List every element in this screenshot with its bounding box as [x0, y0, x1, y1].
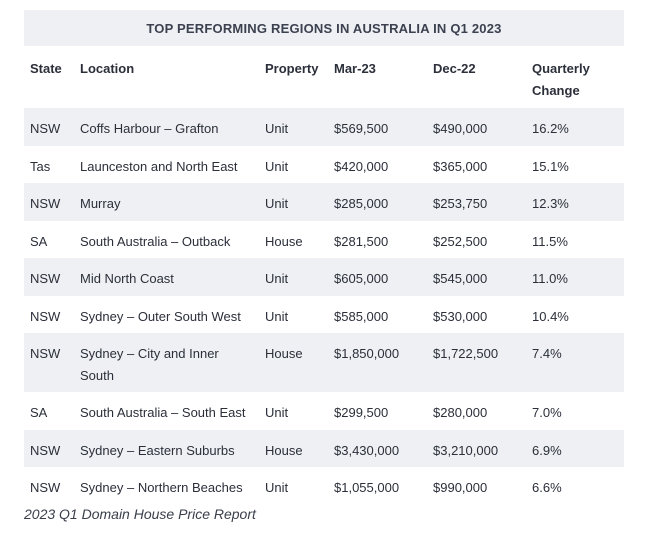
cell-property: House — [265, 233, 303, 249]
cell-change: 16.2% — [532, 121, 569, 136]
cell-property: Unit — [265, 158, 289, 174]
cell-state: SA — [30, 405, 48, 420]
cell-mar23: $285,000 — [334, 196, 389, 211]
cell-change: 6.9% — [532, 442, 562, 458]
cell-property: Unit — [265, 121, 289, 136]
cell-state: NSW — [30, 308, 61, 324]
cell-location: Mid North Coast — [80, 271, 174, 286]
cell-dec22: $990,000 — [433, 480, 488, 495]
header-location: Location — [80, 61, 135, 76]
cell-change: 7.0% — [532, 405, 562, 420]
cell-state: NSW — [30, 121, 61, 136]
header-dec22: Dec-22 — [433, 61, 476, 76]
cell-mar23: $299,500 — [334, 405, 389, 420]
cell-property: House — [265, 346, 303, 361]
cell-state: NSW — [30, 346, 61, 361]
cell-change: 7.4% — [532, 346, 562, 361]
cell-state: SA — [30, 233, 48, 249]
header-row: State Location Property Mar-23 Dec-22 Qu… — [24, 46, 624, 108]
cell-location: South Australia – Outback — [80, 233, 231, 249]
cell-state: NSW — [30, 442, 61, 458]
cell-state: NSW — [30, 480, 61, 495]
cell-location: Sydney – Eastern Suburbs — [80, 442, 235, 458]
cell-dec22: $280,000 — [433, 405, 488, 420]
cell-state: Tas — [30, 158, 51, 174]
table-row: NSW Murray Unit $285,000 $253,750 12.3% — [24, 183, 624, 221]
cell-dec22: $1,722,500 — [433, 346, 499, 361]
cell-dec22: $3,210,000 — [433, 442, 499, 458]
cell-location: Coffs Harbour – Grafton — [80, 121, 219, 136]
cell-location: Launceston and North East — [80, 158, 238, 174]
cell-state: NSW — [30, 271, 61, 286]
cell-change: 12.3% — [532, 196, 569, 211]
cell-location: Sydney – Northern Beaches — [80, 480, 243, 495]
header-quarterly-change: Quarterly Change — [526, 46, 624, 108]
cell-property: Unit — [265, 480, 289, 495]
header-state: State — [30, 61, 62, 76]
cell-mar23: $1,850,000 — [334, 346, 400, 361]
cell-property: Unit — [265, 308, 289, 324]
table-caption: 2023 Q1 Domain House Price Report — [24, 506, 256, 522]
table-row: NSW Sydney – Northern Beaches Unit $1,05… — [24, 467, 624, 505]
cell-change: 10.4% — [532, 308, 569, 324]
cell-location: Murray — [80, 196, 121, 211]
cell-mar23: $1,055,000 — [334, 480, 400, 495]
regions-table: State Location Property Mar-23 Dec-22 Qu… — [24, 46, 624, 505]
header-change-line1: Quarterly — [532, 61, 590, 76]
cell-location-line2: South — [80, 368, 114, 383]
table-row: NSW Sydney – City and Inner South House … — [24, 333, 624, 392]
cell-property: Unit — [265, 271, 289, 286]
cell-dec22: $490,000 — [433, 121, 488, 136]
table-row: NSW Coffs Harbour – Grafton Unit $569,50… — [24, 108, 624, 146]
cell-dec22: $545,000 — [433, 271, 488, 286]
cell-location: Sydney – Outer South West — [80, 308, 241, 324]
cell-dec22: $530,000 — [433, 308, 488, 324]
cell-mar23: $569,500 — [334, 121, 389, 136]
table-row: SA South Australia – South East Unit $29… — [24, 392, 624, 430]
cell-dec22: $253,750 — [433, 196, 488, 211]
cell-mar23: $281,500 — [334, 233, 389, 249]
cell-property: Unit — [265, 196, 289, 211]
table-row: Tas Launceston and North East Unit $420,… — [24, 146, 624, 184]
table-row: NSW Sydney – Outer South West Unit $585,… — [24, 296, 624, 334]
cell-mar23: $585,000 — [334, 308, 389, 324]
cell-dec22: $252,500 — [433, 233, 488, 249]
cell-location: South Australia – South East — [80, 405, 246, 420]
cell-change: 6.6% — [532, 480, 562, 495]
table-title: TOP PERFORMING REGIONS IN AUSTRALIA IN Q… — [24, 10, 624, 46]
cell-mar23: $605,000 — [334, 271, 389, 286]
table-row: NSW Sydney – Eastern Suburbs House $3,43… — [24, 429, 624, 467]
cell-dec22: $365,000 — [433, 158, 488, 174]
header-change-line2: Change — [532, 83, 580, 98]
cell-change: 11.5% — [532, 233, 568, 249]
cell-location-line1: Sydney – City and Inner — [80, 346, 219, 361]
cell-mar23: $420,000 — [334, 158, 389, 174]
cell-property: House — [265, 442, 303, 458]
header-property: Property — [265, 61, 319, 76]
header-mar23: Mar-23 — [334, 61, 376, 76]
table-row: SA South Australia – Outback House $281,… — [24, 221, 624, 259]
price-table-container: TOP PERFORMING REGIONS IN AUSTRALIA IN Q… — [24, 10, 624, 505]
cell-mar23: $3,430,000 — [334, 442, 400, 458]
cell-change: 11.0% — [532, 271, 568, 286]
cell-change: 15.1% — [532, 158, 569, 174]
cell-state: NSW — [30, 196, 61, 211]
cell-property: Unit — [265, 405, 289, 420]
table-row: NSW Mid North Coast Unit $605,000 $545,0… — [24, 258, 624, 296]
cell-location: Sydney – City and Inner South — [74, 333, 259, 392]
